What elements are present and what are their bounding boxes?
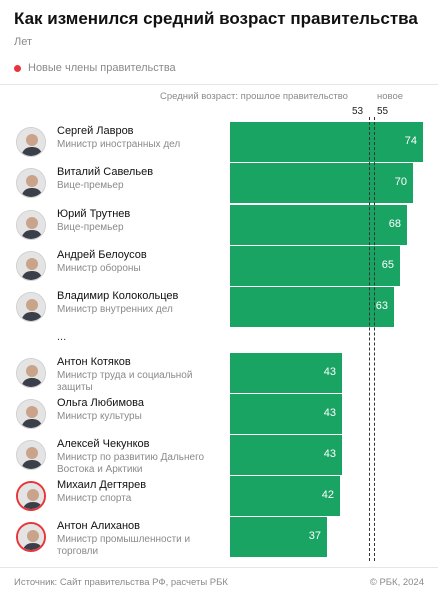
- person-name: Антон Котяков: [57, 356, 131, 368]
- person-role: Министр промышленности и торговли: [57, 534, 191, 557]
- legend-red-dot-icon: [14, 64, 21, 72]
- age-bar-label: 43: [323, 366, 336, 378]
- person-name: Владимир Колокольцев: [57, 290, 179, 302]
- age-bar: [230, 394, 342, 434]
- person-portrait-icon: [17, 128, 45, 156]
- person-portrait-icon: [17, 400, 45, 428]
- bar-row: Сергей Лавров Министр иностранных дел 74: [0, 122, 438, 162]
- age-bar: [230, 287, 394, 327]
- divider-top: [0, 84, 438, 85]
- bar-row: Михаил Дегтярев Министр спорта 42: [0, 476, 438, 516]
- person-portrait-icon: [17, 211, 45, 239]
- avatar: [16, 210, 46, 240]
- person-portrait-icon: [17, 293, 45, 321]
- person-role: Министр иностранных дел: [57, 139, 181, 150]
- age-bar-label: 74: [404, 135, 417, 147]
- person-name: Алексей Чекунков: [57, 438, 150, 450]
- avg-header-label: Средний возраст: прошлое правительство: [160, 91, 348, 102]
- avatar: [16, 481, 46, 511]
- person-portrait-icon: [18, 483, 44, 509]
- avatar: [16, 251, 46, 281]
- age-bar: [230, 163, 413, 203]
- age-bar-label: 37: [308, 530, 321, 542]
- prev-avg-value: 53: [352, 106, 364, 117]
- age-bar: [230, 517, 327, 557]
- legend-label: Новые члены правительства: [28, 62, 176, 74]
- age-bar-label: 65: [381, 259, 394, 271]
- person-portrait-icon: [17, 359, 45, 387]
- age-bar-label: 70: [394, 176, 407, 188]
- bar-row: Алексей Чекунков Министр по развитию Даль…: [0, 435, 438, 475]
- age-bar: [230, 246, 400, 286]
- bar-row: Виталий Савельев Вице-премьер 70: [0, 163, 438, 203]
- age-bar: [230, 476, 340, 516]
- age-bar: [230, 353, 342, 393]
- person-name: Виталий Савельев: [57, 166, 154, 178]
- person-role: Министр по развитию Дальнего Востока и А…: [57, 452, 205, 475]
- avatar: [16, 168, 46, 198]
- avatar: [16, 358, 46, 388]
- person-role: Министр культуры: [57, 411, 142, 422]
- person-name: Андрей Белоусов: [57, 249, 147, 261]
- person-role: Министр спорта: [57, 493, 132, 504]
- avatar: [16, 440, 46, 470]
- avatar: [16, 127, 46, 157]
- person-name: Юрий Трутнев: [57, 208, 131, 220]
- person-role: Вице-премьер: [57, 180, 124, 191]
- person-role: Министр внутренних дел: [57, 304, 173, 315]
- bar-row: Юрий Трутнев Вице-премьер 68: [0, 205, 438, 245]
- age-bar-label: 68: [388, 218, 401, 230]
- person-portrait-icon: [17, 441, 45, 469]
- age-bar: [230, 122, 423, 162]
- person-portrait-icon: [18, 524, 44, 550]
- person-name: Ольга Любимова: [57, 397, 144, 409]
- avatar: [16, 292, 46, 322]
- bar-row: Антон Алиханов Министр промышленности и т…: [0, 517, 438, 557]
- age-bar: [230, 205, 407, 245]
- bar-row: Андрей Белоусов Министр обороны 65: [0, 246, 438, 286]
- avatar: [16, 522, 46, 552]
- new-avg-line: [374, 117, 375, 561]
- bar-row: Антон Котяков Министр труда и социальной …: [0, 353, 438, 393]
- chart-subtitle: Лет: [14, 36, 33, 48]
- chart-title: Как изменился средний возраст правительс…: [14, 9, 418, 28]
- age-bar-label: 43: [323, 448, 336, 460]
- footer-source: Источник: Сайт правительства РФ, расчеты…: [14, 577, 228, 588]
- person-portrait-icon: [17, 169, 45, 197]
- person-name: Сергей Лавров: [57, 125, 134, 137]
- new-header-label: новое: [377, 91, 404, 102]
- footer-copyright: © РБК, 2024: [369, 577, 424, 588]
- avatar: [16, 399, 46, 429]
- ellipsis: ...: [57, 331, 67, 343]
- person-role: Вице-премьер: [57, 222, 124, 233]
- bar-row: Ольга Любимова Министр культуры 43: [0, 394, 438, 434]
- bar-row: Владимир Колокольцев Министр внутренних д…: [0, 287, 438, 327]
- age-bar-label: 42: [321, 489, 334, 501]
- legend: Новые члены правительства: [14, 62, 176, 74]
- divider-bottom: [0, 567, 438, 568]
- person-role: Министр обороны: [57, 263, 141, 274]
- age-bar: [230, 435, 342, 475]
- new-avg-value: 55: [377, 106, 389, 117]
- person-role: Министр труда и социальной защиты: [57, 370, 193, 393]
- prev-avg-line: [369, 117, 370, 561]
- person-portrait-icon: [17, 252, 45, 280]
- person-name: Михаил Дегтярев: [57, 479, 147, 491]
- age-bar-label: 63: [375, 300, 388, 312]
- person-name: Антон Алиханов: [57, 520, 141, 532]
- age-bar-label: 43: [323, 407, 336, 419]
